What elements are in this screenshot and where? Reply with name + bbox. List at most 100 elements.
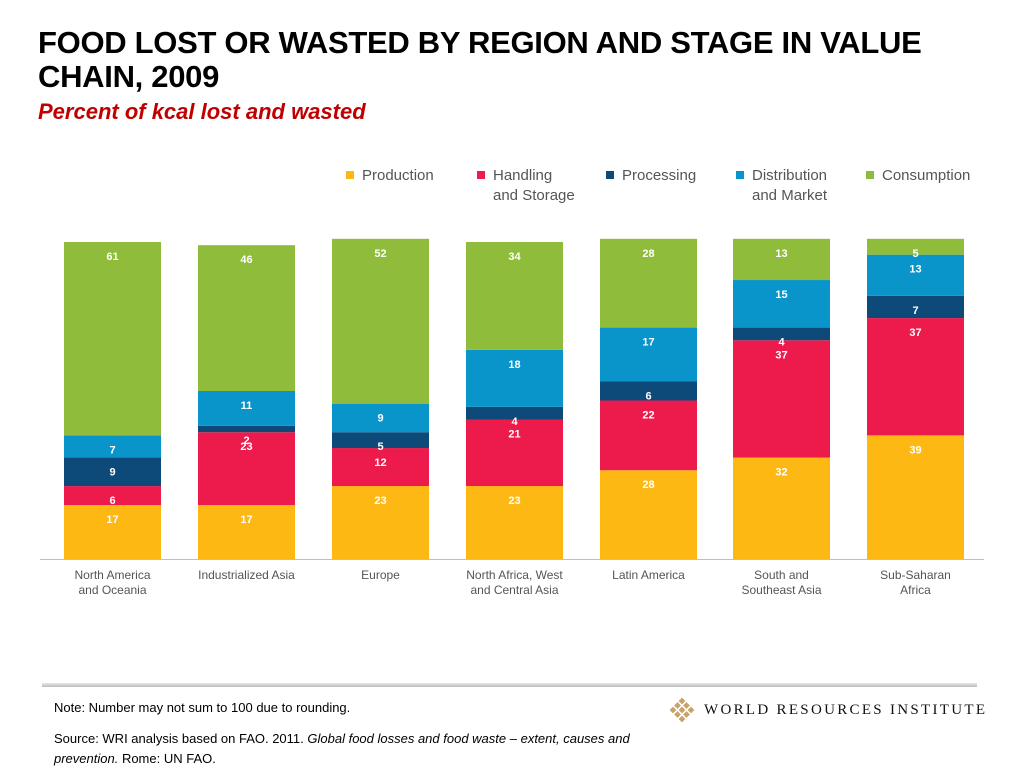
bar-north-africa-west-and-central-asia-processing <box>466 406 563 420</box>
footer-divider <box>42 683 977 687</box>
x-tick-label-industrialized-asia: Industrialized Asia <box>198 568 295 582</box>
bar-label-north-africa-west-and-central-asia-distribution-and-market: 18 <box>508 359 520 371</box>
legend-label-production: Production <box>362 167 434 184</box>
bar-label-latin-america-production: 28 <box>642 479 654 491</box>
bar-label-sub-saharan-africa-distribution-and-market: 13 <box>909 264 921 276</box>
bar-europe-processing <box>332 432 429 449</box>
bar-label-europe-handling-and-storage: 12 <box>374 457 386 469</box>
bar-label-north-africa-west-and-central-asia-processing: 4 <box>511 416 518 428</box>
bar-label-industrialized-asia-handling-and-storage: 23 <box>240 441 252 453</box>
bar-label-industrialized-asia-processing: 2 <box>243 435 249 447</box>
bar-label-south-and-southeast-asia-handling-and-storage: 37 <box>775 349 787 361</box>
bar-sub-saharan-africa-handling-and-storage <box>867 318 964 436</box>
chart-legend: Production Handling and Storage Processing D… <box>346 167 970 204</box>
source-title: Global food losses and food waste – exte… <box>54 731 630 766</box>
bar-sub-saharan-africa-consumption <box>867 238 964 255</box>
bar-north-america-and-oceania-processing <box>64 457 161 487</box>
chart-title: FOOD LOST OR WASTED BY REGION AND STAGE … <box>38 25 922 94</box>
bar-latin-america-distribution-and-market <box>600 327 697 382</box>
bar-sub-saharan-africa-production <box>867 435 964 559</box>
source-suffix: Rome: UN FAO. <box>118 751 216 766</box>
bar-label-europe-production: 23 <box>374 495 386 507</box>
legend-label-processing: Processing <box>622 167 696 184</box>
bar-label-europe-distribution-and-market: 9 <box>377 413 383 425</box>
bar-south-and-southeast-asia-processing <box>733 327 830 341</box>
bar-label-sub-saharan-africa-processing: 7 <box>912 305 918 317</box>
source-prefix: Source: WRI analysis based on FAO. 2011. <box>54 731 308 746</box>
chart-bars: 1769761172321146231259522321418342822617… <box>64 238 964 559</box>
bar-label-north-america-and-oceania-consumption: 61 <box>106 251 118 263</box>
bar-label-industrialized-asia-consumption: 46 <box>240 254 252 266</box>
legend-swatch-distribution-and-market <box>736 171 744 179</box>
bar-label-north-africa-west-and-central-asia-production: 23 <box>508 495 520 507</box>
bar-label-sub-saharan-africa-consumption: 5 <box>912 248 918 260</box>
bar-south-and-southeast-asia-handling-and-storage <box>733 340 830 458</box>
bar-south-and-southeast-asia-production <box>733 457 830 559</box>
bar-label-south-and-southeast-asia-processing: 4 <box>778 337 785 349</box>
bar-label-europe-processing: 5 <box>377 441 383 453</box>
bar-label-industrialized-asia-production: 17 <box>240 514 252 526</box>
bar-north-africa-west-and-central-asia-consumption <box>466 242 563 350</box>
bar-latin-america-handling-and-storage <box>600 400 697 471</box>
bar-label-north-america-and-oceania-handling-and-storage: 6 <box>109 495 115 507</box>
bar-label-north-america-and-oceania-processing: 9 <box>109 467 115 479</box>
x-tick-label-sub-saharan-africa: Sub-Saharan Africa <box>880 568 951 597</box>
bar-sub-saharan-africa-distribution-and-market <box>867 254 964 296</box>
bar-north-america-and-oceania-production <box>64 505 161 559</box>
bar-north-america-and-oceania-consumption <box>64 242 161 436</box>
bar-latin-america-processing <box>600 381 697 401</box>
bar-label-south-and-southeast-asia-distribution-and-market: 15 <box>775 289 787 301</box>
chart-subtitle: Percent of kcal lost and wasted <box>38 99 366 124</box>
bar-label-sub-saharan-africa-handling-and-storage: 37 <box>909 327 921 339</box>
bar-industrialized-asia-distribution-and-market <box>198 390 295 426</box>
legend-swatch-processing <box>606 171 614 179</box>
bar-north-america-and-oceania-distribution-and-market <box>64 435 161 458</box>
legend-label-consumption: Consumption <box>882 167 970 184</box>
bar-europe-consumption <box>332 238 429 404</box>
legend-label-distribution-and-market: Distribution and Market <box>752 167 828 204</box>
bar-label-sub-saharan-africa-production: 39 <box>909 444 921 456</box>
bar-label-north-africa-west-and-central-asia-handling-and-storage: 21 <box>508 429 520 441</box>
bar-south-and-southeast-asia-distribution-and-market <box>733 280 830 328</box>
legend-swatch-consumption <box>866 171 874 179</box>
bar-label-south-and-southeast-asia-consumption: 13 <box>775 248 787 260</box>
bar-latin-america-consumption <box>600 238 697 328</box>
source-citation: Source: WRI analysis based on FAO. 2011.… <box>54 729 654 769</box>
bar-label-latin-america-processing: 6 <box>645 390 651 402</box>
bar-label-latin-america-handling-and-storage: 22 <box>642 410 654 422</box>
bar-industrialized-asia-handling-and-storage <box>198 432 295 506</box>
footnote: Note: Number may not sum to 100 due to r… <box>54 700 351 715</box>
bar-label-europe-consumption: 52 <box>374 248 386 260</box>
bar-europe-production <box>332 486 429 559</box>
bar-north-africa-west-and-central-asia-handling-and-storage <box>466 419 563 487</box>
bar-label-latin-america-distribution-and-market: 17 <box>642 337 654 349</box>
wri-emblem-icon <box>669 697 695 723</box>
stacked-bar-chart: Production Handling and Storage Processing D… <box>40 167 984 597</box>
bar-north-africa-west-and-central-asia-distribution-and-market <box>466 349 563 407</box>
wri-logo: WORLD RESOURCES INSTITUTE <box>668 694 988 726</box>
bar-label-north-america-and-oceania-production: 17 <box>106 514 118 526</box>
bar-europe-handling-and-storage <box>332 448 429 487</box>
bar-south-and-southeast-asia-consumption <box>733 238 830 281</box>
wri-logo-text: WORLD RESOURCES INSTITUTE <box>704 702 988 718</box>
legend-swatch-production <box>346 171 354 179</box>
x-axis-labels: North America and Oceania Industrialized A… <box>74 568 950 597</box>
bar-north-africa-west-and-central-asia-production <box>466 486 563 559</box>
x-tick-label-latin-america: Latin America <box>612 568 685 582</box>
x-tick-label-north-america-and-oceania: North America and Oceania <box>74 568 150 597</box>
legend-label-handling-and-storage: Handling and Storage <box>493 167 575 204</box>
bar-industrialized-asia-production <box>198 505 295 559</box>
bar-latin-america-production <box>600 470 697 559</box>
legend-swatch-handling-and-storage <box>477 171 485 179</box>
bar-label-industrialized-asia-distribution-and-market: 11 <box>241 400 253 412</box>
x-tick-label-north-africa-west-and-central-asia: North Africa, West and Central Asia <box>466 568 563 597</box>
bar-label-north-america-and-oceania-distribution-and-market: 7 <box>109 444 115 456</box>
bar-north-america-and-oceania-handling-and-storage <box>64 486 161 506</box>
bar-label-south-and-southeast-asia-production: 32 <box>775 467 787 479</box>
bar-label-north-africa-west-and-central-asia-consumption: 34 <box>508 251 521 263</box>
x-tick-label-south-and-southeast-asia: South and Southeast Asia <box>741 568 821 597</box>
x-tick-label-europe: Europe <box>361 568 400 582</box>
bar-industrialized-asia-consumption <box>198 245 295 391</box>
bar-label-latin-america-consumption: 28 <box>642 248 654 260</box>
bar-europe-distribution-and-market <box>332 403 429 433</box>
